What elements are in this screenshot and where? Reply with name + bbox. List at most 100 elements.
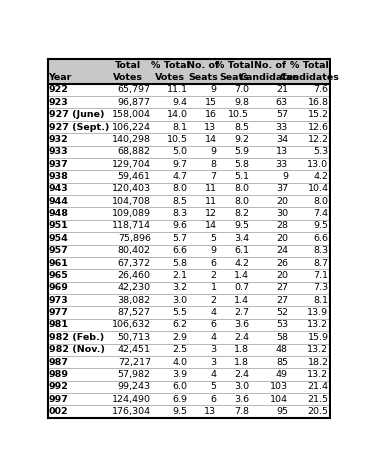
Text: 4: 4: [210, 333, 216, 342]
Text: 8.5: 8.5: [234, 123, 249, 132]
Text: 14: 14: [205, 221, 216, 230]
Text: 992: 992: [49, 382, 68, 391]
Text: 2.4: 2.4: [234, 370, 249, 379]
Text: 140,298: 140,298: [112, 135, 151, 144]
Text: 6: 6: [210, 259, 216, 268]
Text: 26,460: 26,460: [118, 271, 151, 280]
Text: 21.4: 21.4: [308, 382, 329, 391]
Text: 002: 002: [49, 407, 68, 416]
Text: 104: 104: [270, 395, 288, 404]
Text: 6.1: 6.1: [234, 246, 249, 255]
Text: 42,451: 42,451: [118, 345, 151, 354]
Text: 977: 977: [49, 308, 68, 317]
Text: 57,982: 57,982: [118, 370, 151, 379]
Text: 63: 63: [276, 98, 288, 107]
Text: 58: 58: [276, 333, 288, 342]
Text: 15: 15: [205, 98, 216, 107]
Text: 982 (Nov.): 982 (Nov.): [49, 345, 105, 354]
Text: 49: 49: [276, 370, 288, 379]
Text: 15.2: 15.2: [308, 110, 329, 119]
Text: 8: 8: [210, 160, 216, 169]
Text: 938: 938: [49, 172, 68, 181]
Text: 20: 20: [276, 271, 288, 280]
Text: 6.0: 6.0: [173, 382, 187, 391]
Text: 129,704: 129,704: [112, 160, 151, 169]
Text: 7.0: 7.0: [234, 85, 249, 94]
Text: Votes: Votes: [155, 73, 185, 82]
Text: 11: 11: [205, 197, 216, 206]
Text: 5.8: 5.8: [234, 160, 249, 169]
Text: 1.4: 1.4: [234, 271, 249, 280]
Text: No. of: No. of: [254, 60, 286, 70]
Text: 34: 34: [276, 135, 288, 144]
Text: 10.4: 10.4: [308, 185, 329, 194]
Text: 68,882: 68,882: [118, 147, 151, 156]
Text: 7: 7: [210, 172, 216, 181]
Text: Seats: Seats: [188, 73, 218, 82]
Text: 87,527: 87,527: [118, 308, 151, 317]
Text: 5: 5: [210, 382, 216, 391]
Text: 973: 973: [49, 296, 68, 305]
Text: 8.3: 8.3: [314, 246, 329, 255]
Text: 8.0: 8.0: [314, 197, 329, 206]
Text: 5.7: 5.7: [173, 234, 187, 243]
Text: 961: 961: [49, 259, 68, 268]
Text: 8.3: 8.3: [172, 209, 187, 218]
Text: 7.3: 7.3: [314, 283, 329, 292]
Text: 13.2: 13.2: [307, 345, 329, 354]
Text: 104,708: 104,708: [112, 197, 151, 206]
Text: 9.8: 9.8: [234, 98, 249, 107]
Text: 95: 95: [276, 407, 288, 416]
Text: 75,896: 75,896: [118, 234, 151, 243]
Text: 16: 16: [205, 110, 216, 119]
Text: 969: 969: [49, 283, 68, 292]
Text: 21: 21: [276, 85, 288, 94]
Text: 9.7: 9.7: [173, 160, 187, 169]
Text: 2.4: 2.4: [234, 333, 249, 342]
Text: 3.2: 3.2: [172, 283, 187, 292]
Bar: [47, 59, 330, 84]
Text: 67,372: 67,372: [118, 259, 151, 268]
Text: 7.4: 7.4: [314, 209, 329, 218]
Text: 9: 9: [210, 85, 216, 94]
Text: 18.2: 18.2: [308, 358, 329, 367]
Text: 3: 3: [210, 358, 216, 367]
Text: 37: 37: [276, 185, 288, 194]
Text: 8.1: 8.1: [314, 296, 329, 305]
Text: 118,714: 118,714: [112, 221, 151, 230]
Text: 943: 943: [49, 185, 68, 194]
Text: 13.2: 13.2: [307, 320, 329, 329]
Text: 33: 33: [276, 160, 288, 169]
Text: 106,632: 106,632: [112, 320, 151, 329]
Text: 2.7: 2.7: [234, 308, 249, 317]
Text: 13.9: 13.9: [307, 308, 329, 317]
Text: 5.8: 5.8: [173, 259, 187, 268]
Text: 120,403: 120,403: [112, 185, 151, 194]
Text: 24: 24: [276, 246, 288, 255]
Text: 937: 937: [49, 160, 68, 169]
Text: 6: 6: [210, 320, 216, 329]
Text: 13: 13: [204, 123, 216, 132]
Text: 8.1: 8.1: [173, 123, 187, 132]
Text: 6: 6: [210, 395, 216, 404]
Text: 10.5: 10.5: [228, 110, 249, 119]
Text: 954: 954: [49, 234, 68, 243]
Text: 7.1: 7.1: [314, 271, 329, 280]
Text: 158,004: 158,004: [112, 110, 151, 119]
Text: 5.0: 5.0: [173, 147, 187, 156]
Text: 6.2: 6.2: [173, 320, 187, 329]
Text: 8.7: 8.7: [314, 259, 329, 268]
Text: 1.8: 1.8: [234, 345, 249, 354]
Text: 12.6: 12.6: [308, 123, 329, 132]
Text: 30: 30: [276, 209, 288, 218]
Text: 927 (June): 927 (June): [49, 110, 104, 119]
Text: 1.4: 1.4: [234, 296, 249, 305]
Text: 72,217: 72,217: [118, 358, 151, 367]
Text: 52: 52: [276, 308, 288, 317]
Text: 3.0: 3.0: [234, 382, 249, 391]
Text: 13.2: 13.2: [307, 370, 329, 379]
Text: 997: 997: [49, 395, 68, 404]
Text: 65,797: 65,797: [118, 85, 151, 94]
Text: % Total: % Total: [290, 60, 329, 70]
Text: 2: 2: [210, 296, 216, 305]
